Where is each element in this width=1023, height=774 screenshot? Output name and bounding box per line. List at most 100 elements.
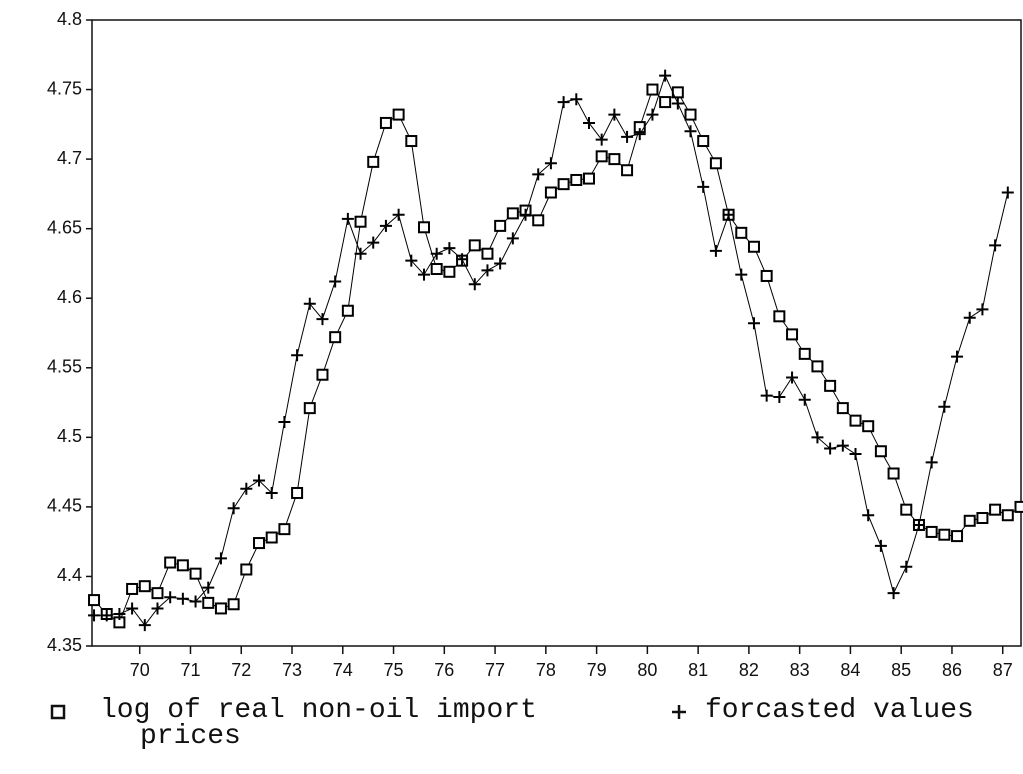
square-marker [418, 221, 431, 234]
plus-marker [976, 303, 989, 316]
plus-marker [253, 474, 266, 487]
square-marker [900, 503, 913, 516]
square-marker [989, 503, 1002, 516]
square-marker [659, 96, 672, 109]
plus-marker [722, 208, 735, 221]
square-marker [291, 486, 304, 499]
plus-marker [963, 311, 976, 324]
square-marker [164, 556, 177, 569]
square-marker [494, 219, 507, 232]
square-marker [798, 347, 811, 360]
square-marker [481, 247, 494, 260]
square-marker [595, 150, 608, 163]
plus-marker [88, 609, 101, 622]
plus-marker [735, 268, 748, 281]
plot-frame [91, 19, 1022, 647]
square-marker [621, 164, 634, 177]
plus-marker [164, 591, 177, 604]
y-tick-label: 4.8 [57, 9, 82, 29]
square-marker [138, 580, 151, 593]
plus-marker [925, 456, 938, 469]
square-marker [506, 207, 519, 220]
y-tick-label: 4.35 [47, 635, 82, 655]
square-marker [938, 528, 951, 541]
plus-marker [278, 416, 291, 429]
square-marker [874, 445, 887, 458]
square-marker [925, 525, 938, 538]
plus-marker [291, 349, 304, 362]
plus-marker [151, 602, 164, 615]
plus-marker [608, 108, 621, 121]
x-tick-label: 82 [739, 660, 759, 680]
square-marker [202, 596, 215, 609]
legend-label: forcasted values [705, 695, 974, 726]
plus-marker [874, 539, 887, 552]
plus-marker [506, 232, 519, 245]
plus-marker [316, 313, 329, 326]
plus-marker [354, 247, 367, 260]
square-marker [392, 108, 405, 121]
square-marker [214, 602, 227, 615]
x-tick-label: 87 [993, 660, 1013, 680]
plus-marker [671, 97, 684, 110]
square-marker [608, 153, 621, 166]
square-marker [976, 512, 989, 525]
plus-marker [798, 393, 811, 406]
plus-marker [824, 442, 837, 455]
plus-marker [951, 350, 964, 363]
x-tick-label: 73 [282, 660, 302, 680]
y-tick-label: 4.65 [47, 217, 82, 237]
square-marker [176, 559, 189, 572]
square-marker [227, 598, 240, 611]
plus-marker [138, 619, 151, 632]
square-marker [367, 155, 380, 168]
plus-marker [773, 390, 786, 403]
x-tick-label: 71 [180, 660, 200, 680]
plus-marker [582, 116, 595, 129]
y-tick-label: 4.6 [57, 287, 82, 307]
plus-marker [697, 180, 710, 193]
plus-marker [303, 297, 316, 310]
plus-marker [456, 253, 469, 266]
plus-marker [202, 581, 215, 594]
square-marker [951, 530, 964, 543]
square-marker [786, 328, 799, 341]
plus-marker [760, 389, 773, 402]
square-marker [824, 379, 837, 392]
square-marker [963, 514, 976, 527]
square-marker [405, 135, 418, 148]
x-tick-label: 78 [536, 660, 556, 680]
plus-marker [468, 278, 481, 291]
square-marker [329, 331, 342, 344]
square-marker [836, 402, 849, 415]
plus-marker [265, 486, 278, 499]
x-tick-label: 81 [688, 660, 708, 680]
square-marker [430, 263, 443, 276]
plus-marker [176, 592, 189, 605]
square-marker [126, 582, 139, 595]
square-marker [544, 186, 557, 199]
plus-marker [494, 257, 507, 270]
plus-marker [659, 69, 672, 82]
legend-label: log of real non-oil import prices [100, 695, 537, 752]
x-tick-label: 86 [942, 660, 962, 680]
plus-marker [786, 371, 799, 384]
x-tick-label: 85 [891, 660, 911, 680]
square-marker [582, 172, 595, 185]
plus-marker [912, 518, 925, 531]
plus-marker [100, 609, 113, 622]
square-marker [379, 116, 392, 129]
plus-marker [811, 431, 824, 444]
plus-marker [329, 275, 342, 288]
plus-marker [621, 130, 634, 143]
legend-plus [672, 705, 686, 719]
y-tick-label: 4.4 [57, 565, 82, 585]
square-marker [760, 269, 773, 282]
plus-marker [367, 236, 380, 249]
y-tick-label: 4.55 [47, 357, 82, 377]
plus-marker [240, 482, 253, 495]
square-marker [265, 531, 278, 544]
plus-marker [227, 502, 240, 515]
